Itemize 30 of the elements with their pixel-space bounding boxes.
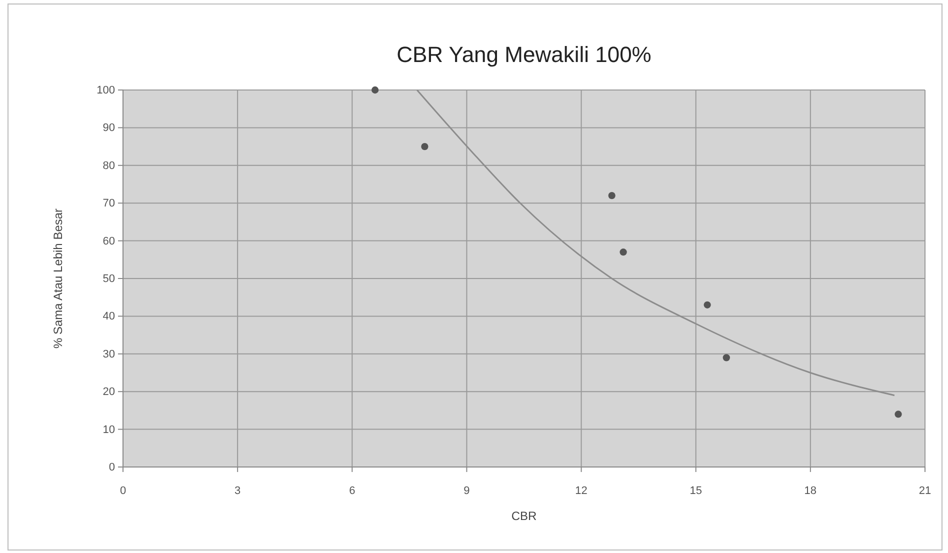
y-tick-label: 20	[102, 386, 115, 398]
y-tick-label: 90	[102, 122, 115, 134]
y-tick-label: 0	[108, 462, 115, 474]
x-tick-label: 0	[120, 484, 126, 497]
point	[722, 354, 730, 362]
x-tick-label: 3	[234, 484, 241, 497]
y-tick-label: 40	[102, 310, 115, 323]
y-tick-label: 100	[96, 84, 115, 97]
point	[371, 86, 379, 94]
x-tick-label: 9	[464, 484, 470, 497]
line-series	[416, 89, 896, 396]
point	[894, 410, 902, 418]
y-tick-label: 30	[102, 348, 115, 360]
point	[421, 142, 428, 150]
chart-title: CBR Yang Mewakili 100%	[396, 42, 652, 67]
x-tick-label: 18	[804, 484, 817, 497]
x-tick-label: 6	[349, 484, 356, 497]
x-axis-title: CBR	[511, 509, 537, 523]
point	[704, 301, 711, 308]
x-tick-label: 12	[575, 484, 588, 497]
point	[620, 248, 627, 256]
y-tick-label: 70	[102, 198, 115, 210]
x-tick-label: 15	[690, 484, 702, 497]
y-tick-label: 80	[102, 160, 115, 172]
y-tick-label: 50	[102, 273, 115, 286]
point	[608, 192, 616, 200]
y-axis-title: % Sama Atau Lebih Besar	[51, 208, 65, 349]
y-tick-label: 10	[102, 424, 115, 436]
x-tick-label: 21	[918, 484, 932, 497]
y-tick-label: 60	[102, 235, 115, 248]
